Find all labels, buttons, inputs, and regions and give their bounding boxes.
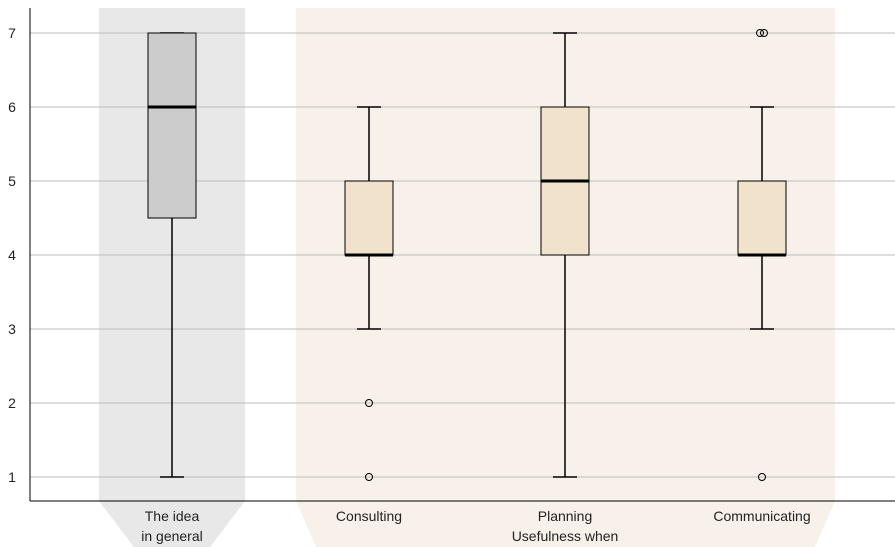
- iqr-box: [737, 180, 787, 256]
- category-label-general-line2: in general: [141, 528, 203, 544]
- outlier-point: [365, 473, 373, 481]
- category-label-consulting: Consulting: [336, 508, 402, 524]
- category-label-general-line1: The idea: [145, 508, 200, 524]
- y-tick-label-2: 2: [8, 395, 16, 411]
- axes: [29, 8, 895, 502]
- box-series: [147, 29, 787, 481]
- y-tick-label-5: 5: [8, 173, 16, 189]
- y-tick-label-3: 3: [8, 321, 16, 337]
- y-tick-label-4: 4: [8, 247, 16, 263]
- y-tick-label-1: 1: [8, 469, 16, 485]
- box-4: [737, 29, 787, 481]
- outlier-point: [365, 399, 373, 407]
- background-panels: [99, 8, 835, 547]
- y-tick-label-7: 7: [8, 25, 16, 41]
- outlier-point: [756, 29, 764, 37]
- group-label-usefulness: Usefulness when: [512, 528, 619, 544]
- iqr-box: [147, 32, 197, 219]
- outlier-point: [760, 29, 768, 37]
- y-tick-labels: 1 2 3 4 5 6 7: [8, 25, 16, 485]
- category-label-planning: Planning: [538, 508, 593, 524]
- outlier-point: [758, 473, 766, 481]
- category-label-communicating: Communicating: [713, 508, 810, 524]
- box-3: [540, 32, 590, 478]
- box-1: [147, 32, 197, 478]
- y-tick-label-6: 6: [8, 99, 16, 115]
- box-2: [344, 106, 394, 481]
- category-labels: The idea in general Consulting Planning …: [141, 508, 810, 544]
- iqr-box: [344, 180, 394, 256]
